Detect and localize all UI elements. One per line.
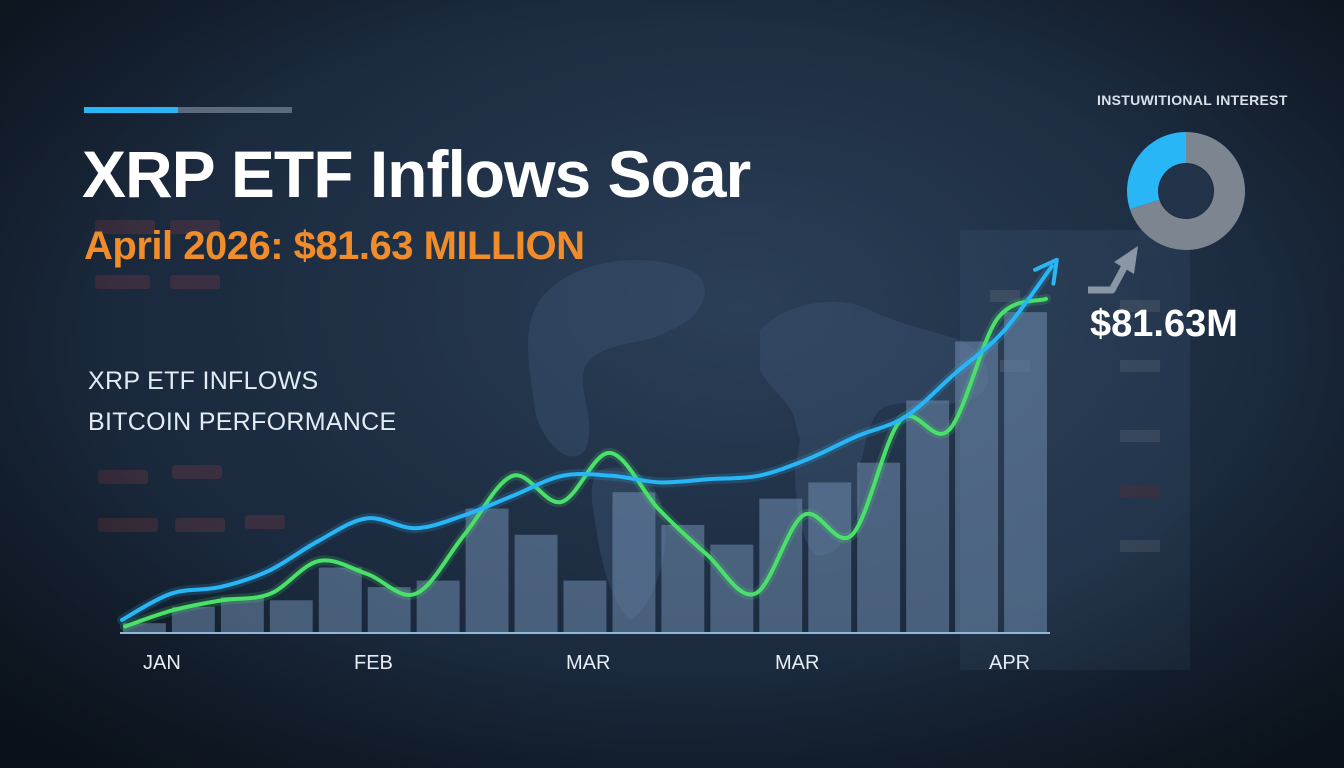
chart-bar [710,544,754,633]
x-tick-label: APR [989,652,1031,674]
chart-bar [563,580,607,633]
chart-bar [269,600,313,634]
accent-bar-rest [178,107,292,113]
chart-bar [514,534,558,634]
chart-bar [906,400,950,633]
chart-bar [123,623,166,633]
chart-bar [759,498,803,633]
donut-title: INSTUWITIONAL INTEREST [1097,92,1288,108]
accent-bar-highlight [84,107,178,113]
donut-slice [1127,132,1186,210]
chart-bar [1004,312,1047,633]
x-tick-label: MAR [775,652,820,674]
x-tick-label: MAR [566,652,611,674]
chart-bar [857,462,901,633]
arrow-head-icon [1033,257,1059,286]
page-title: XRP ETF Inflows Soar [82,137,751,211]
donut-hole [1159,164,1213,218]
x-tick-label: FEB [354,652,393,674]
donut-slice [1129,132,1246,250]
chart-bar [661,524,705,633]
header-accent-bar [84,107,292,113]
page-subtitle: April 2026: $81.63 MILLION [84,224,585,268]
arrow-up-right-icon [1088,246,1138,294]
legend-item-bitcoin: BITCOIN PERFORMANCE [88,408,397,436]
donut-value-label: $81.63M [1090,303,1238,345]
chart-bar [171,606,215,633]
legend-item-xrp: XRP ETF INFLOWS [88,367,319,395]
x-tick-label: JAN [143,652,181,674]
chart-bar [318,567,362,633]
donut-chart [1127,132,1246,250]
chart-bar [808,482,852,633]
chart-bar [612,492,656,633]
chart-bar [465,508,509,633]
chart-bar [220,597,264,633]
chart-bar [955,341,998,633]
xrp-inflows-line [120,264,1054,622]
